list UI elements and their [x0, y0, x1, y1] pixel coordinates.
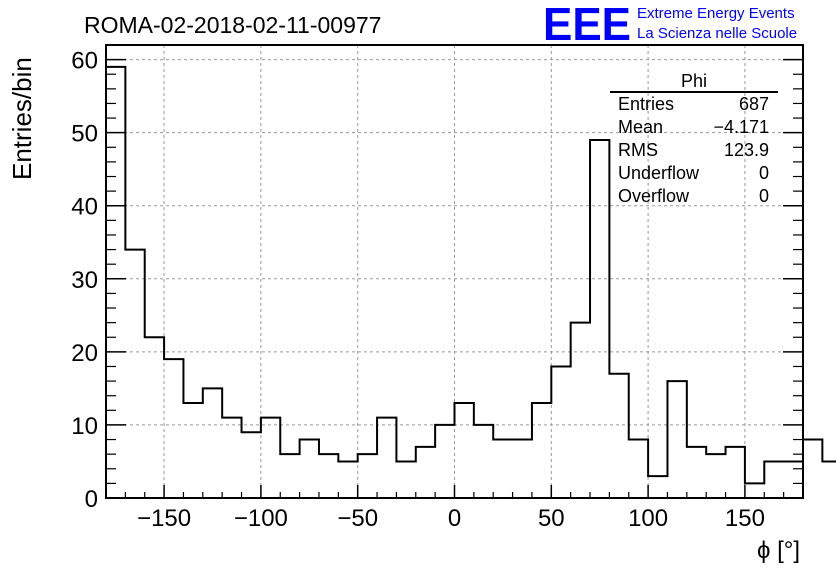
tick-labels: −150 −100 −50 0 50 100 150 0 10 20 30 40 50 60: [71, 48, 765, 532]
eee-logo-icon: EEE: [543, 0, 631, 50]
histogram-bin: [784, 461, 803, 498]
y-tick-label: 30: [71, 267, 98, 294]
histogram-bin: [726, 447, 745, 498]
y-axis-label: Entries/bin: [7, 57, 37, 180]
histogram-bin: [242, 432, 261, 498]
histogram-bin: [493, 440, 512, 498]
y-tick-label: 20: [71, 340, 98, 367]
grid-lines: [106, 45, 836, 498]
stats-label: Overflow: [618, 186, 690, 206]
logo-subtitle-line2: La Scienza nelle Scuole: [637, 25, 797, 42]
histogram-bin: [319, 454, 338, 498]
histogram-bin: [667, 381, 686, 498]
histogram-bin: [300, 440, 319, 498]
histogram-bin: [590, 140, 609, 498]
y-tick-label: 60: [71, 48, 98, 75]
stats-value: 0: [759, 186, 769, 206]
stats-label: Mean: [618, 117, 663, 137]
histogram-bin: [455, 403, 474, 498]
logo-subtitle-line1: Extreme Energy Events: [637, 5, 795, 22]
histogram-bin: [183, 403, 202, 498]
stats-value: 687: [739, 94, 769, 114]
x-tick-label: 50: [538, 505, 565, 532]
histogram-bin: [261, 418, 280, 498]
stats-box: Phi Entries 687 Mean −4.171 RMS 123.9 Underflo…: [610, 71, 778, 206]
x-tick-label: 100: [628, 505, 668, 532]
histogram-bin: [745, 483, 764, 498]
histogram-bin: [280, 454, 299, 498]
histogram-bin: [687, 447, 706, 498]
histogram-bin: [145, 337, 164, 498]
run-title: ROMA-02-2018-02-11-00977: [84, 12, 381, 38]
histogram-bin: [764, 461, 783, 498]
histogram-bin: [106, 67, 125, 498]
histogram-bin: [571, 323, 590, 498]
histogram-bin: [803, 440, 822, 498]
histogram-bin: [377, 418, 396, 498]
x-axis-label: ϕ [°]: [757, 537, 800, 564]
histogram-bin: [435, 425, 454, 498]
stats-box-title: Phi: [681, 71, 707, 91]
histogram-bin: [513, 440, 532, 498]
stats-value: 0: [759, 163, 769, 183]
histogram-bin: [358, 454, 377, 498]
stats-value: −4.171: [713, 117, 769, 137]
histogram-bin: [203, 388, 222, 498]
histogram-series: [106, 65, 836, 485]
y-tick-label: 10: [71, 413, 98, 440]
histogram-bin: [629, 440, 648, 498]
stats-label: RMS: [618, 140, 658, 160]
x-tick-label: 150: [725, 505, 765, 532]
histogram-bin: [474, 425, 493, 498]
histogram-bin: [396, 461, 415, 498]
histogram-bin: [551, 366, 570, 498]
histogram-bin: [338, 461, 357, 498]
histogram-bin: [706, 454, 725, 498]
histogram-bin: [222, 418, 241, 498]
histogram-bin: [822, 461, 836, 498]
histogram-bin: [164, 359, 183, 498]
histogram-bin: [125, 250, 144, 498]
histogram-bin: [532, 403, 551, 498]
x-tick-label: −150: [137, 505, 191, 532]
stats-rows: Entries 687 Mean −4.171 RMS 123.9 Underflow 0 Ov…: [618, 94, 769, 206]
histogram-bin: [416, 447, 435, 498]
x-tick-label: 0: [448, 505, 461, 532]
x-tick-label: −100: [234, 505, 288, 532]
x-tick-label: −50: [337, 505, 378, 532]
histogram-bin: [609, 374, 628, 498]
stats-label: Entries: [618, 94, 674, 114]
y-tick-label: 50: [71, 121, 98, 148]
histogram-bin: [648, 476, 667, 498]
stats-label: Underflow: [618, 163, 700, 183]
y-tick-label: 40: [71, 194, 98, 221]
axis-ticks: [105, 44, 804, 499]
y-tick-label: 0: [85, 486, 98, 513]
stats-value: 123.9: [724, 140, 769, 160]
